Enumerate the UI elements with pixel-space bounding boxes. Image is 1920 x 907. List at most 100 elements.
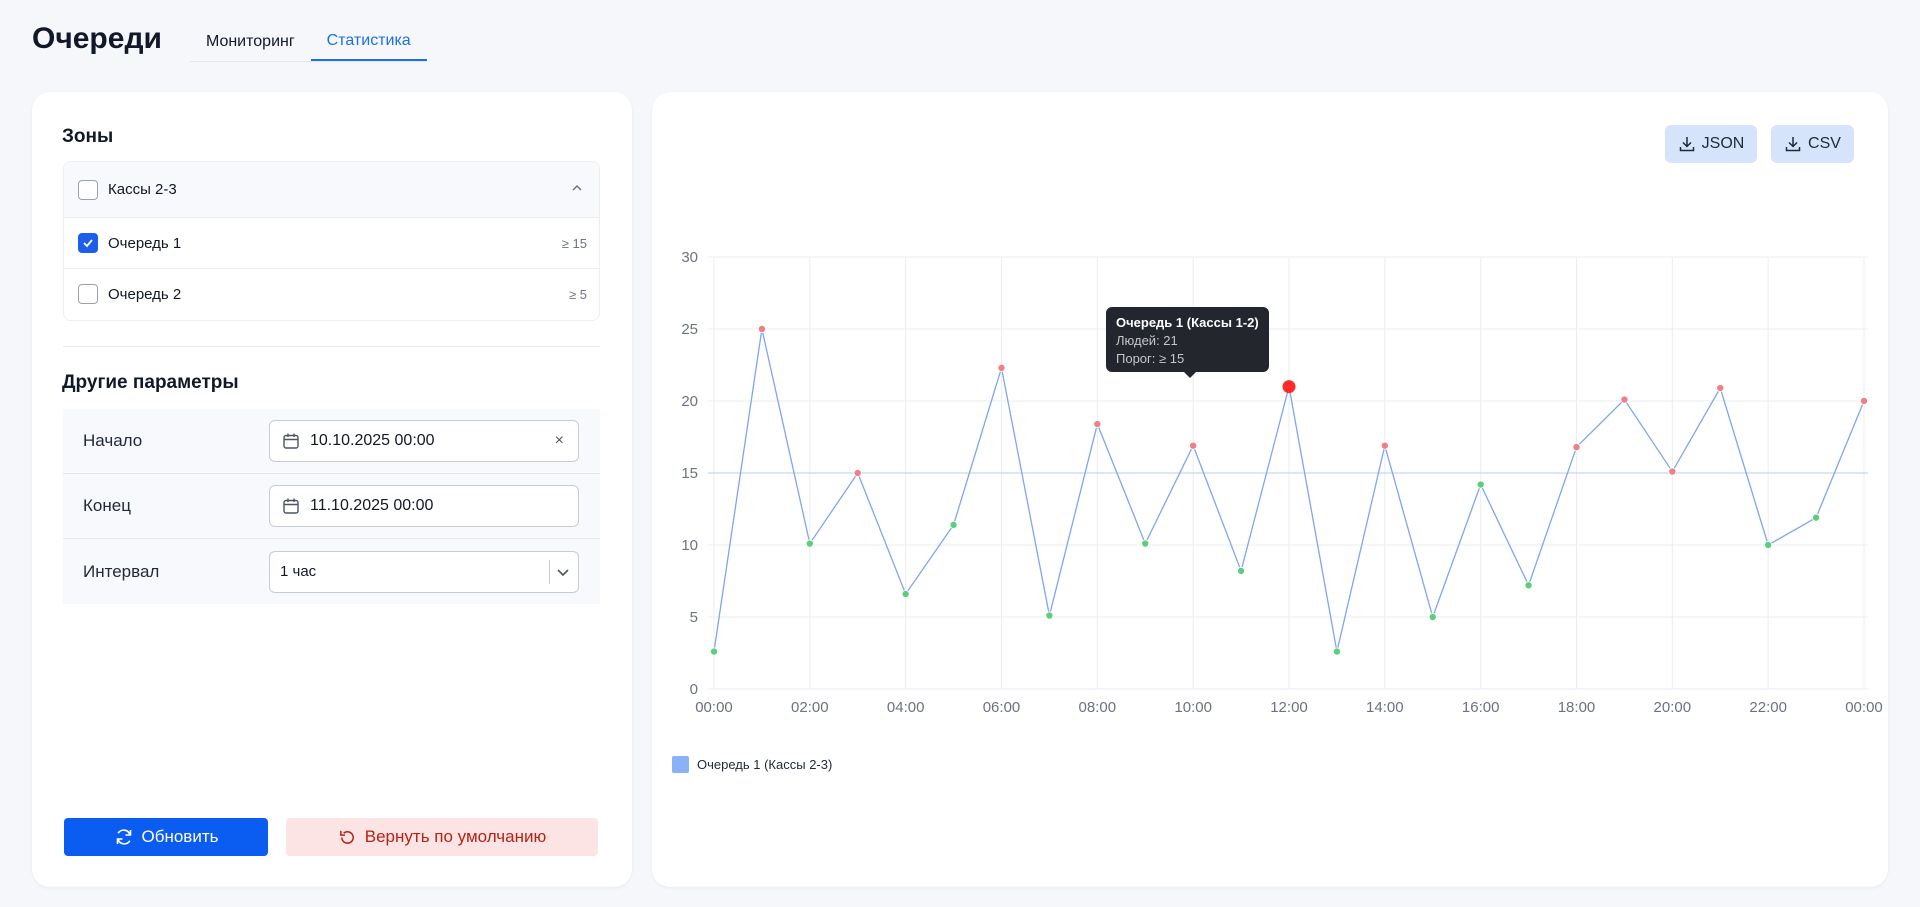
- data-point: [1524, 581, 1533, 590]
- data-point: [1812, 513, 1821, 522]
- page-title: Очереди: [32, 22, 162, 55]
- x-tick-label: 16:00: [1462, 699, 1500, 716]
- legend-label: Очередь 1 (Кассы 2-3): [697, 757, 833, 772]
- data-point: [757, 324, 766, 333]
- reset-icon: [339, 830, 354, 844]
- data-point: [1332, 647, 1341, 656]
- param-row-interval: Интервал 1 час: [63, 539, 600, 604]
- x-tick-label: 02:00: [791, 699, 829, 716]
- param-row-end: Конец 11.10.2025 00:00: [63, 474, 600, 539]
- zone-item-label: Очередь 2: [108, 285, 182, 303]
- data-point: [1668, 467, 1677, 476]
- data-point: [1045, 611, 1054, 620]
- end-date-field[interactable]: 11.10.2025 00:00: [269, 485, 579, 527]
- y-tick-label: 5: [690, 609, 698, 626]
- select-separator: [549, 559, 550, 584]
- data-point: [1764, 540, 1773, 549]
- param-label: Интервал: [83, 561, 160, 581]
- zone-item-queue-1[interactable]: Очередь 1 ≥ 15: [64, 217, 599, 268]
- export-json-button[interactable]: JSON: [1665, 125, 1757, 163]
- zone-group-checkbox[interactable]: [78, 179, 98, 200]
- x-tick-label: 00:00: [695, 699, 733, 716]
- chart-legend[interactable]: Очередь 1 (Кассы 2-3): [672, 756, 832, 773]
- refresh-label: Обновить: [141, 827, 219, 846]
- y-tick-label: 10: [681, 537, 698, 554]
- calendar-icon: [283, 433, 299, 449]
- data-point: [949, 520, 958, 529]
- tooltip-title: Очередь 1 (Кассы 1-2): [1116, 315, 1259, 330]
- x-tick-label: 10:00: [1174, 699, 1212, 716]
- export-csv-label: CSV: [1808, 135, 1841, 152]
- data-point: [1572, 443, 1581, 452]
- x-tick-label: 00:00: [1845, 699, 1883, 716]
- filters-panel: Зоны Кассы 2-3 Очередь 1 ≥ 15 Очередь 2 …: [32, 92, 632, 887]
- tooltip-threshold: Порог: ≥ 15: [1116, 351, 1185, 366]
- reset-button[interactable]: Вернуть по умолчанию: [286, 818, 598, 856]
- data-point: [1380, 441, 1389, 450]
- x-tick-label: 20:00: [1654, 699, 1692, 716]
- refresh-button[interactable]: Обновить: [64, 818, 268, 856]
- reset-label: Вернуть по умолчанию: [364, 827, 547, 846]
- zones-list: Кассы 2-3 Очередь 1 ≥ 15 Очередь 2 ≥ 5: [63, 161, 600, 321]
- chart-tooltip: Очередь 1 (Кассы 1-2) Людей: 21 Порог: ≥…: [1106, 307, 1269, 378]
- data-point: [901, 589, 910, 598]
- x-tick-label: 14:00: [1366, 699, 1404, 716]
- export-csv-button[interactable]: CSV: [1771, 125, 1854, 163]
- download-icon: [1679, 137, 1694, 152]
- data-point: [997, 363, 1006, 372]
- zone-item-checkbox[interactable]: [78, 284, 98, 304]
- export-json-label: JSON: [1701, 135, 1745, 152]
- data-point: [1189, 441, 1198, 450]
- tab-statistics[interactable]: Статистика: [310, 32, 427, 61]
- y-tick-label: 30: [681, 249, 698, 266]
- end-date-value: 11.10.2025 00:00: [310, 497, 434, 514]
- tab-monitoring[interactable]: Мониторинг: [205, 33, 295, 50]
- x-tick-label: 18:00: [1558, 699, 1596, 716]
- data-point: [1860, 396, 1869, 405]
- zones-title: Зоны: [62, 126, 114, 147]
- zone-item-threshold: ≥ 15: [561, 235, 587, 251]
- y-tick-label: 20: [681, 393, 698, 410]
- line-chart: 0 5 10 15 20 25 30 00:00 02:00 04:00 06:00 08:00 10:…: [681, 249, 1883, 716]
- data-point: [1141, 539, 1150, 548]
- data-point: [1428, 613, 1437, 622]
- data-point: [710, 647, 719, 656]
- y-tick-label: 0: [690, 681, 698, 698]
- chevron-up-icon[interactable]: [571, 182, 583, 194]
- x-tick-label: 12:00: [1270, 699, 1308, 716]
- clear-start-button[interactable]: ×: [554, 432, 564, 449]
- x-tick-label: 04:00: [887, 699, 925, 716]
- data-point: [1716, 384, 1725, 393]
- data-point: [1620, 395, 1629, 404]
- param-row-start: Начало 10.10.2025 00:00 ×: [63, 409, 600, 474]
- chart-panel: JSON CSV 0 5 10 15 20 25 30 00:00 02:00 04:00 06:0…: [652, 92, 1888, 887]
- x-tick-label: 06:00: [983, 699, 1021, 716]
- interval-value: 1 час: [280, 563, 317, 580]
- y-tick-label: 25: [681, 321, 698, 338]
- check-icon: [83, 239, 93, 248]
- zone-item-checkbox[interactable]: [78, 233, 98, 253]
- zone-group-label: Кассы 2-3: [108, 181, 177, 198]
- data-point: [1093, 420, 1102, 429]
- page-header: Очереди Мониторинг Статистика: [32, 16, 427, 62]
- zone-item-queue-2[interactable]: Очередь 2 ≥ 5: [64, 268, 599, 319]
- params-title: Другие параметры: [62, 372, 239, 393]
- data-point: [805, 539, 814, 548]
- start-date-value: 10.10.2025 00:00: [310, 432, 435, 449]
- data-point: [1237, 566, 1246, 575]
- start-date-field[interactable]: 10.10.2025 00:00 ×: [269, 420, 579, 462]
- zone-group-row[interactable]: Кассы 2-3: [64, 162, 599, 217]
- divider: [63, 346, 600, 347]
- tooltip-people: Людей: 21: [1116, 333, 1178, 348]
- x-tick-label: 22:00: [1749, 699, 1787, 716]
- zone-item-label: Очередь 1: [108, 234, 182, 252]
- calendar-icon: [283, 498, 299, 514]
- chevron-down-icon[interactable]: [556, 565, 570, 579]
- data-point-active: [1282, 380, 1296, 394]
- params-list: Начало 10.10.2025 00:00 × Конец 11.10.20…: [63, 409, 600, 604]
- data-point: [1476, 480, 1485, 489]
- param-label: Конец: [83, 496, 131, 515]
- zone-item-threshold: ≥ 5: [569, 286, 587, 302]
- x-tick-label: 08:00: [1079, 699, 1117, 716]
- interval-select[interactable]: 1 час: [269, 550, 579, 593]
